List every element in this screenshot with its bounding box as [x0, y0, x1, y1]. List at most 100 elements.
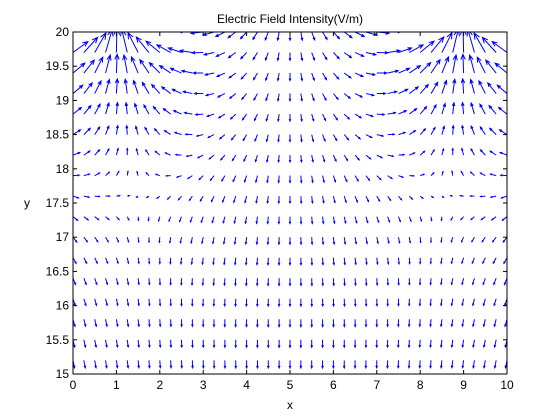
- field-arrow: [215, 52, 226, 57]
- field-arrow: [300, 72, 304, 82]
- field-arrow: [310, 360, 314, 370]
- field-arrow: [322, 113, 327, 122]
- field-arrow: [451, 101, 456, 115]
- field-arrow: [310, 216, 314, 225]
- field-arrow: [469, 195, 475, 198]
- field-arrow: [223, 339, 227, 349]
- field-arrow: [489, 195, 497, 199]
- field-arrow: [201, 298, 205, 307]
- field-arrow: [223, 257, 226, 266]
- field-arrow: [158, 237, 161, 244]
- field-arrow: [451, 124, 455, 135]
- field-arrow: [450, 319, 454, 328]
- field-arrow: [245, 360, 248, 370]
- field-arrow: [73, 236, 78, 244]
- field-arrow: [353, 319, 357, 328]
- y-tick-label: 20: [56, 25, 70, 39]
- field-arrow: [375, 278, 379, 287]
- field-arrow: [122, 53, 128, 74]
- field-arrow: [195, 134, 204, 137]
- field-arrow: [148, 298, 151, 307]
- field-arrow: [333, 72, 340, 80]
- field-arrow: [300, 134, 303, 143]
- field-arrow: [73, 106, 83, 115]
- field-arrow: [450, 278, 454, 286]
- field-arrow: [461, 298, 465, 307]
- field-arrow: [253, 93, 258, 102]
- field-arrow: [123, 78, 128, 94]
- field-arrow: [502, 236, 507, 244]
- field-arrow: [135, 35, 150, 53]
- field-arrow: [168, 216, 172, 223]
- field-arrow: [343, 216, 347, 225]
- field-arrow: [483, 360, 486, 370]
- field-arrow: [180, 69, 193, 74]
- field-arrow: [343, 237, 347, 246]
- field-arrow: [343, 278, 346, 287]
- field-arrow: [398, 216, 401, 223]
- field-arrow: [174, 153, 182, 156]
- field-arrow: [300, 114, 303, 123]
- field-arrow: [342, 360, 346, 370]
- field-arrow: [256, 339, 259, 349]
- field-arrow: [73, 195, 80, 199]
- field-arrow: [126, 278, 130, 286]
- field-arrow: [386, 360, 389, 370]
- field-arrow: [311, 155, 314, 164]
- x-axis-ticks: 0 1 2 3 4 5 6 7 8 9 10: [70, 32, 514, 392]
- field-arrow: [418, 339, 422, 349]
- field-arrow: [386, 257, 390, 266]
- field-arrow: [94, 32, 107, 53]
- field-arrow: [440, 257, 443, 265]
- field-arrow: [191, 360, 194, 370]
- field-arrow: [311, 93, 315, 102]
- field-arrow: [364, 298, 368, 308]
- field-arrow: [354, 154, 361, 161]
- field-arrow: [73, 151, 82, 156]
- field-arrow: [244, 196, 248, 204]
- field-arrow: [115, 339, 119, 349]
- field-arrow: [469, 78, 475, 94]
- field-arrow: [479, 195, 486, 198]
- field-arrow: [266, 298, 270, 308]
- field-arrow: [459, 194, 464, 197]
- field-arrow: [430, 171, 435, 176]
- field-arrow: [407, 298, 411, 307]
- field-arrow: [482, 339, 486, 349]
- field-arrow: [343, 72, 352, 79]
- field-arrow: [169, 360, 173, 370]
- field-arrow: [227, 32, 237, 39]
- field-arrow: [461, 360, 465, 369]
- field-arrow: [333, 93, 339, 101]
- field-arrow: [311, 175, 314, 184]
- field-arrow: [73, 40, 89, 53]
- field-arrow: [429, 360, 432, 369]
- field-arrow: [365, 195, 370, 203]
- field-arrow: [180, 298, 183, 307]
- field-arrow: [94, 172, 101, 177]
- field-arrow: [116, 216, 120, 221]
- field-arrow: [234, 257, 237, 266]
- field-arrow: [277, 196, 281, 205]
- field-arrow: [115, 170, 120, 176]
- field-arrow: [472, 360, 475, 370]
- field-arrow: [441, 32, 443, 33]
- field-arrow: [497, 106, 507, 115]
- field-arrow: [398, 131, 407, 136]
- field-arrow: [365, 175, 371, 182]
- field-arrow: [419, 61, 432, 74]
- field-arrow: [190, 50, 204, 55]
- field-arrow: [449, 194, 453, 197]
- field-arrow: [299, 196, 303, 205]
- field-arrow: [332, 257, 336, 266]
- field-arrow: [322, 196, 325, 205]
- field-arrow: [429, 237, 433, 244]
- x-tick-label: 0: [70, 378, 77, 392]
- field-arrow: [266, 237, 270, 246]
- x-tick-label: 8: [417, 378, 424, 392]
- field-arrow: [135, 147, 139, 156]
- field-arrow: [158, 360, 162, 370]
- field-arrow: [158, 32, 160, 33]
- field-arrow: [430, 195, 435, 199]
